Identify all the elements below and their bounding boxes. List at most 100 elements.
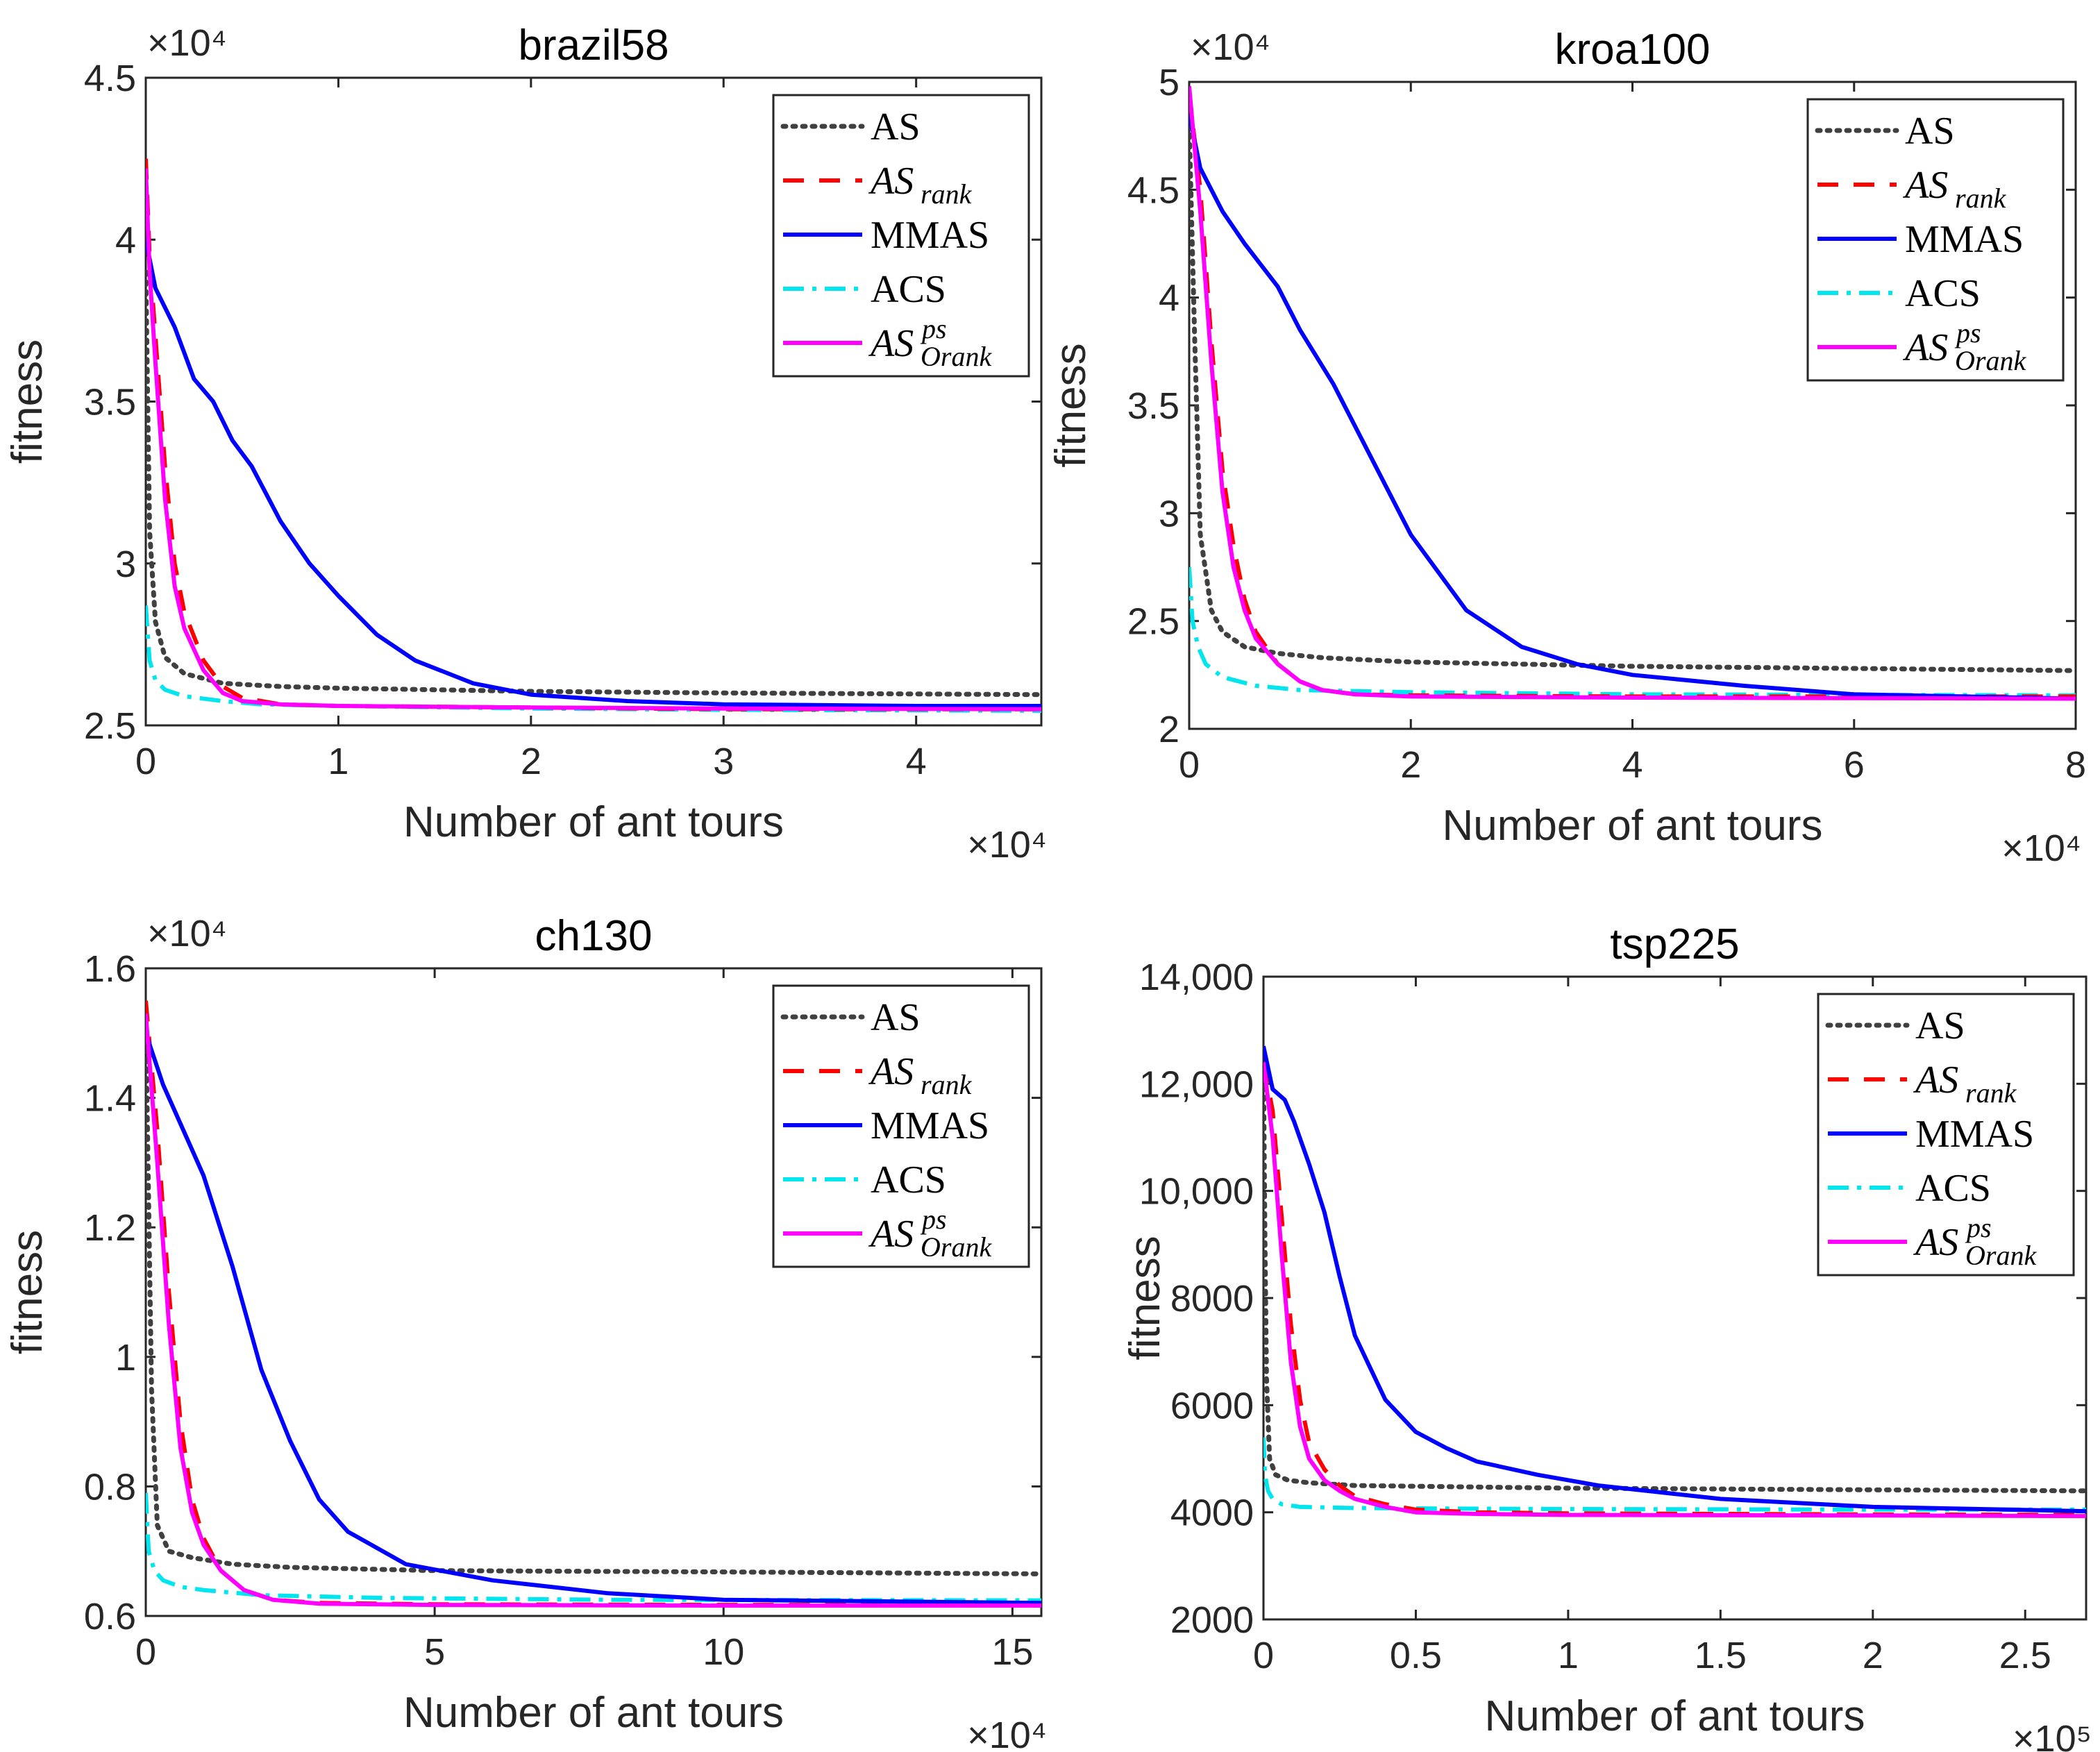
- x-axis-label: Number of ant tours: [1443, 802, 1823, 850]
- legend-label: AS: [871, 106, 921, 149]
- legend-label: AS: [1913, 1059, 1958, 1102]
- legend-label: AS: [871, 996, 921, 1039]
- y-tick-label: 4: [1159, 278, 1179, 319]
- x-tick-label: 1: [1558, 1635, 1579, 1676]
- chart-panel-0: 0 1 2 3 4 2.5 3 3.5 4 4.5 brazil58 Number of ant to…: [3, 22, 1047, 866]
- x-tick-label: 0.5: [1390, 1635, 1442, 1676]
- y-tick-label: 0.8: [84, 1466, 136, 1508]
- series-line-as-orank-ps: [1263, 1062, 2086, 1519]
- x-tick-label: 1: [328, 741, 348, 782]
- chart-title: tsp225: [1610, 920, 1739, 968]
- x-axis-label: Number of ant tours: [403, 798, 784, 846]
- legend-label-subscript: Orank: [921, 1231, 992, 1263]
- x-exponent-label: ×10⁴: [2001, 827, 2081, 869]
- chart-title: kroa100: [1554, 26, 1710, 74]
- x-tick-label: 10: [703, 1631, 744, 1673]
- legend-label: AS: [868, 322, 914, 365]
- legend-label: AS: [1905, 110, 1955, 153]
- legend-label: AS: [868, 1050, 914, 1093]
- legend-label-subscript: Orank: [921, 341, 992, 372]
- series-line-acs: [1189, 566, 2076, 698]
- y-tick-label: 2.5: [84, 705, 136, 747]
- legend-label: AS: [1915, 1004, 1965, 1047]
- y-tick-label: 2.5: [1127, 601, 1179, 643]
- y-tick-label: 12,000: [1139, 1063, 1254, 1105]
- x-axis-label: Number of ant tours: [403, 1689, 784, 1737]
- x-tick-label: 0: [1253, 1635, 1274, 1676]
- x-tick-label: 1.5: [1695, 1635, 1747, 1676]
- y-tick-label: 3.5: [1127, 385, 1179, 427]
- y-tick-label: 4000: [1170, 1492, 1254, 1534]
- x-tick-label: 0: [135, 1631, 156, 1673]
- y-tick-label: 4.5: [1127, 169, 1179, 211]
- legend-label: ACS: [871, 1159, 946, 1202]
- series-line-as-orank-ps: [146, 1013, 1041, 1608]
- x-tick-label: 4: [906, 741, 927, 782]
- series-line-as-orank-ps: [1189, 85, 2076, 701]
- chart-title: ch130: [535, 912, 653, 960]
- y-tick-label: 10,000: [1139, 1171, 1254, 1213]
- y-tick-label: 8000: [1170, 1278, 1254, 1320]
- legend-label-subscript: rank: [1955, 183, 2007, 214]
- x-exponent-label: ×10⁴: [967, 1715, 1047, 1752]
- x-tick-label: 8: [2065, 744, 2086, 786]
- y-tick-label: 5: [1159, 62, 1179, 103]
- legend-label-subscript: Orank: [1965, 1240, 2037, 1271]
- y-axis-label: fitness: [3, 1230, 51, 1354]
- series-group: [146, 158, 1041, 713]
- x-exponent-label: ×10⁴: [967, 824, 1047, 866]
- x-tick-label: 6: [1844, 744, 1865, 786]
- y-tick-label: 0.6: [84, 1596, 136, 1637]
- x-tick-label: 3: [713, 741, 734, 782]
- y-tick-label: 3: [1159, 493, 1179, 534]
- chart-panel-2: 0 5 10 15 0.6 0.8 1 1.2 1.4 1.6 ch130 Number of ant…: [3, 912, 1047, 1752]
- legend-label: AS: [868, 1213, 914, 1256]
- chart-panel-3: 0 0.5 1 1.5 2 2.5 2000 4000 6000 8000 10,000 12,000…: [1121, 920, 2092, 1752]
- x-tick-label: 5: [424, 1631, 445, 1673]
- legend-label: ACS: [1905, 272, 1981, 315]
- series-line-mmas: [1263, 1045, 2086, 1514]
- y-tick-label: 4: [115, 219, 136, 261]
- x-exponent-label: ×10⁵: [2013, 1718, 2092, 1752]
- y-tick-label: 3: [115, 544, 136, 585]
- legend-label: AS: [1902, 326, 1948, 369]
- legend-label: AS: [1913, 1221, 1958, 1264]
- series-line-acs: [146, 1492, 1041, 1603]
- y-tick-label: 1.2: [84, 1207, 136, 1249]
- series-line-as: [1189, 122, 2076, 673]
- legend-label-subscript: Orank: [1955, 345, 2026, 376]
- y-axis-label: fitness: [3, 339, 51, 464]
- x-tick-label: 2.5: [1999, 1635, 2051, 1676]
- plot-frame: [144, 967, 1043, 1617]
- legend-label: MMAS: [871, 1104, 989, 1147]
- x-tick-label: 0: [135, 741, 156, 782]
- series-group: [146, 1000, 1041, 1608]
- series-line-acs: [1263, 1437, 2086, 1512]
- y-tick-label: 14,000: [1139, 957, 1254, 998]
- legend-label-superscript: ps: [920, 1204, 947, 1235]
- legend-label: MMAS: [1905, 218, 2024, 261]
- x-tick-label: 2: [1400, 744, 1421, 786]
- legend-label: MMAS: [1915, 1113, 2034, 1156]
- series-group: [1263, 1045, 2086, 1519]
- x-axis-label: Number of ant tours: [1485, 1692, 1865, 1740]
- series-group: [1189, 85, 2076, 701]
- y-tick-label: 6000: [1170, 1385, 1254, 1426]
- series-line-mmas: [146, 239, 1041, 708]
- y-tick-label: 1.4: [84, 1078, 136, 1120]
- legend-label: ACS: [1915, 1167, 1991, 1210]
- y-tick-label: 2: [1159, 709, 1179, 750]
- y-tick-label: 2000: [1170, 1599, 1254, 1641]
- legend-label-superscript: ps: [1954, 317, 1981, 348]
- x-tick-label: 2: [1863, 1635, 1883, 1676]
- legend-label-subscript: rank: [921, 178, 973, 210]
- x-tick-label: 0: [1179, 744, 1200, 786]
- y-tick-label: 1: [115, 1337, 136, 1379]
- y-exponent-label: ×10⁴: [147, 22, 227, 64]
- legend-label-subscript: rank: [1965, 1077, 2017, 1109]
